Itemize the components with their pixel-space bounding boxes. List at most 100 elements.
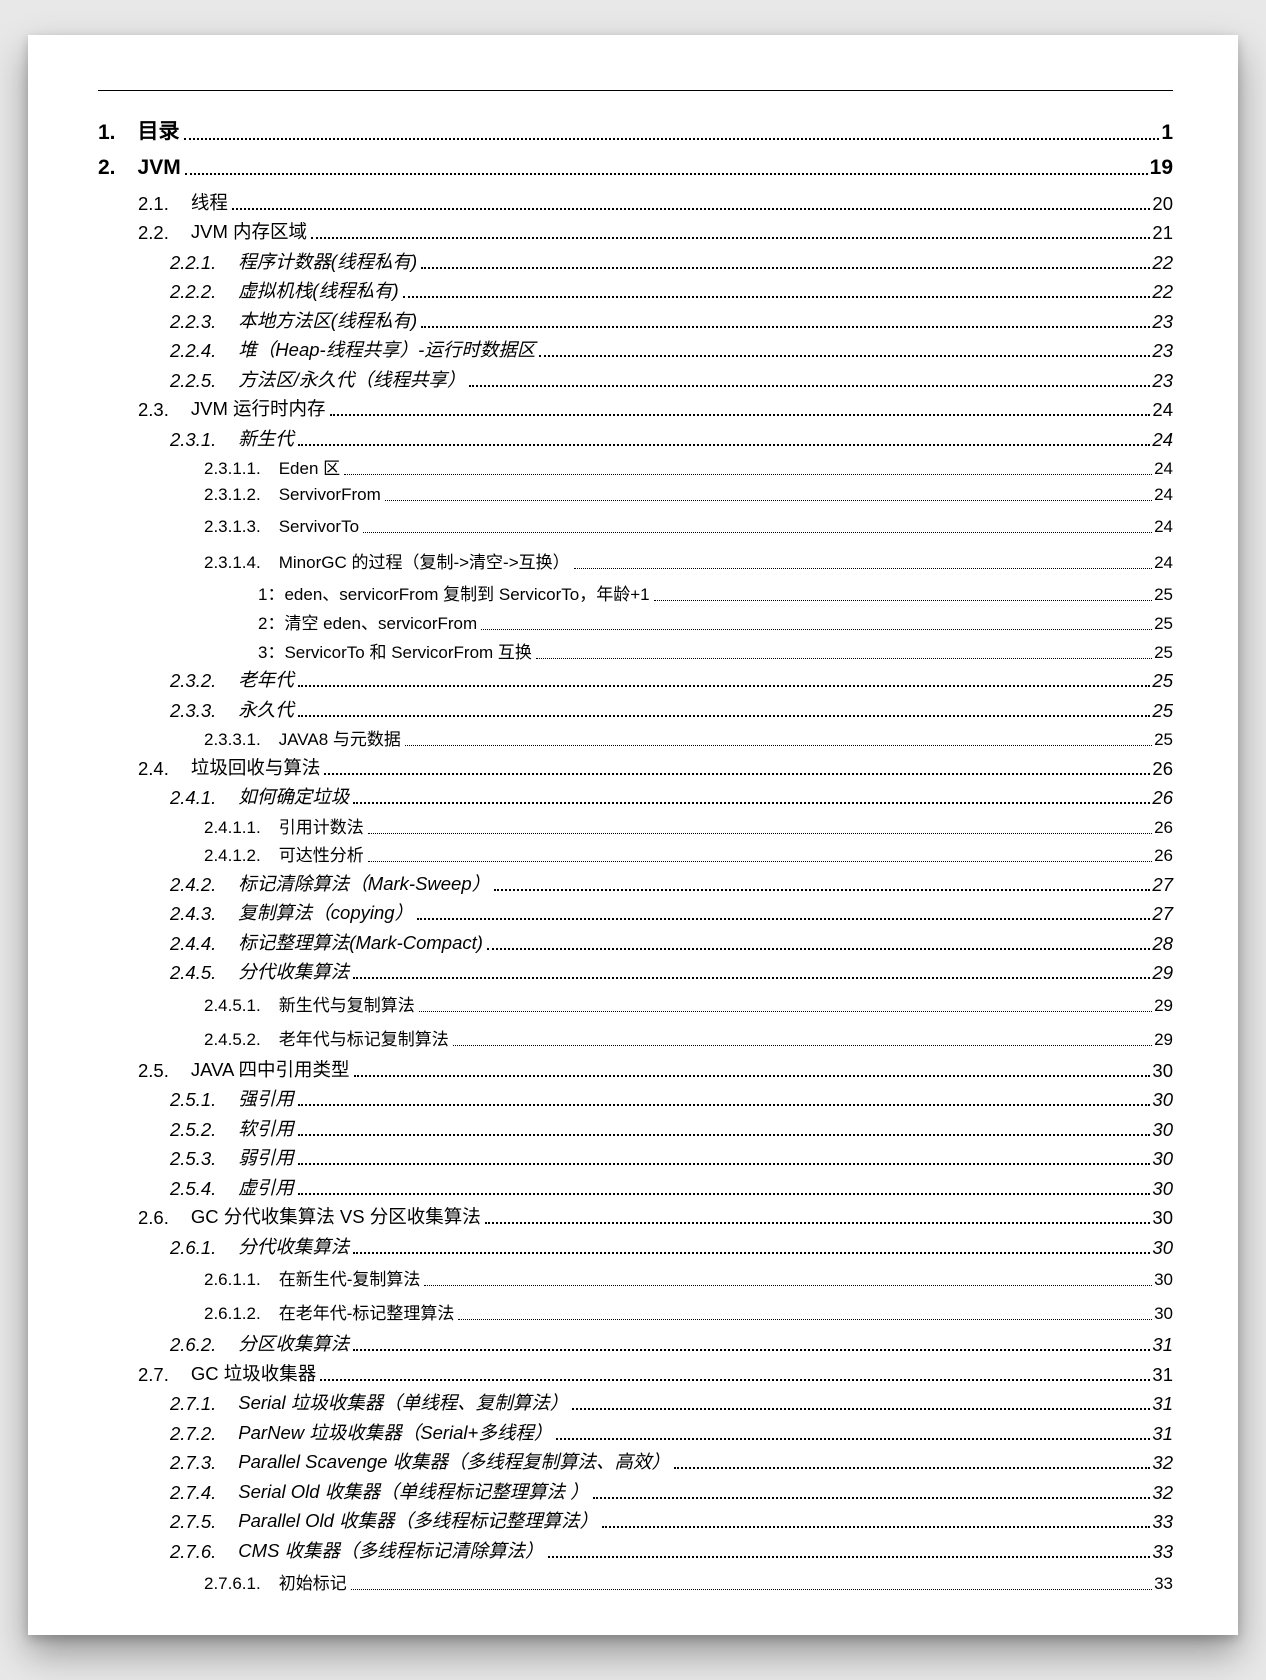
toc-entry-level-3[interactable]: 2.2.3.本地方法区(线程私有)23 (170, 307, 1173, 333)
toc-entry-level-3[interactable]: 2.4.1.如何确定垃圾26 (170, 783, 1173, 809)
toc-entry-title: 可达性分析 (279, 841, 364, 866)
toc-entry-title: 永久代 (238, 696, 294, 722)
toc-entry-level-3[interactable]: 2.3.1.新生代24 (170, 425, 1173, 451)
toc-entry-level-4[interactable]: 2.6.1.2.在老年代-标记整理算法30 (204, 1299, 1173, 1324)
toc-entry-number: 2.5.2. (170, 1119, 216, 1141)
toc-entry-level-3[interactable]: 2.4.5.分代收集算法29 (170, 958, 1173, 984)
toc-entry-level-3[interactable]: 2.7.1.Serial 垃圾收集器（单线程、复制算法）31 (170, 1389, 1173, 1415)
toc-entry-level-3[interactable]: 2.7.3.Parallel Scavenge 收集器（多线程复制算法、高效）3… (170, 1448, 1173, 1474)
toc-entry-page: 29 (1152, 962, 1173, 984)
toc-entry-level-5[interactable]: 1：eden、servicorFrom 复制到 ServicorTo，年龄+12… (258, 580, 1173, 605)
toc-entry-level-2[interactable]: 2.5.JAVA 四中引用类型30 (138, 1056, 1173, 1082)
toc-row: 2.4.1.1.引用计数法26 (98, 811, 1173, 840)
toc-entry-level-2[interactable]: 2.2.JVM 内存区域21 (138, 218, 1173, 244)
toc-entry-number: 2.7.6.1. (204, 1574, 261, 1594)
toc-entry-title: 初始标记 (279, 1569, 347, 1594)
toc-leader-dots (368, 823, 1152, 834)
toc-entry-level-4[interactable]: 2.4.5.2.老年代与标记复制算法29 (204, 1025, 1173, 1050)
toc-entry-level-3[interactable]: 2.2.1.程序计数器(线程私有)22 (170, 248, 1173, 274)
toc-entry-page: 24 (1152, 429, 1173, 451)
toc-entry-number: 2.6.1.1. (204, 1270, 261, 1290)
toc-entry-level-3[interactable]: 2.5.2.软引用30 (170, 1115, 1173, 1141)
document-page: 1.目录1 2.JVM19 2.1.线程20 2.2.JVM 内存区域21 2.2.1.… (28, 35, 1238, 1635)
toc-entry-title: 分代收集算法 (238, 958, 349, 984)
toc-leader-dots (298, 1182, 1151, 1195)
toc-entry-number: 2.4.1.2. (204, 846, 261, 866)
toc-entry-title: Serial 垃圾收集器（单线程、复制算法） (238, 1389, 568, 1415)
toc-entry-level-4[interactable]: 2.7.6.1.初始标记33 (204, 1569, 1173, 1594)
toc-entry-number: 2.2.1. (170, 252, 216, 274)
toc-leader-dots (353, 966, 1150, 979)
toc-entry-level-3[interactable]: 2.7.2.ParNew 垃圾收集器（Serial+多线程）31 (170, 1419, 1173, 1445)
toc-entry-level-4[interactable]: 2.3.1.2.ServivorFrom24 (204, 485, 1173, 505)
toc-entry-level-3[interactable]: 2.2.2.虚拟机栈(线程私有)22 (170, 277, 1173, 303)
toc-entry-level-3[interactable]: 2.5.3.弱引用30 (170, 1144, 1173, 1170)
toc-entry-number: 2.6.1. (170, 1237, 216, 1259)
toc-entry-title: Eden 区 (279, 454, 340, 479)
toc-entry-level-5[interactable]: 3：ServicorTo 和 ServicorFrom 互换25 (258, 638, 1173, 663)
toc-entry-level-2[interactable]: 2.4.垃圾回收与算法26 (138, 754, 1173, 780)
toc-entry-level-4[interactable]: 2.4.1.1.引用计数法26 (204, 813, 1173, 838)
toc-row: 3：ServicorTo 和 ServicorFrom 互换25 (98, 636, 1173, 665)
toc-entry-level-2[interactable]: 2.7.GC 垃圾收集器31 (138, 1360, 1173, 1386)
toc-row: 2.7.1.Serial 垃圾收集器（单线程、复制算法）31 (98, 1388, 1173, 1418)
toc-entry-level-3[interactable]: 2.6.2.分区收集算法31 (170, 1330, 1173, 1356)
toc-entry-level-3[interactable]: 2.4.3.复制算法（copying）27 (170, 899, 1173, 925)
toc-entry-number: 2.3.3.1. (204, 730, 261, 750)
toc-entry-level-2[interactable]: 2.6.GC 分代收集算法 VS 分区收集算法30 (138, 1203, 1173, 1229)
toc-entry-level-4[interactable]: 2.3.1.4.MinorGC 的过程（复制->清空->互换）24 (204, 548, 1173, 573)
toc-entry-page: 21 (1152, 222, 1173, 244)
toc-entry-level-1[interactable]: 2.JVM19 (98, 156, 1173, 180)
toc-row: 2.7.5.Parallel Old 收集器（多线程标记整理算法）33 (98, 1506, 1173, 1536)
toc-entry-page: 33 (1152, 1511, 1173, 1533)
toc-entry-level-3[interactable]: 2.3.3.永久代25 (170, 696, 1173, 722)
toc-entry-title: 强引用 (238, 1085, 294, 1111)
toc-entry-level-3[interactable]: 2.7.4.Serial Old 收集器（单线程标记整理算法 ）32 (170, 1478, 1173, 1504)
toc-entry-level-2[interactable]: 2.1.线程20 (138, 189, 1173, 215)
toc-entry-number: 2.3.1.4. (204, 553, 261, 573)
toc-entry-level-3[interactable]: 2.6.1.分代收集算法30 (170, 1233, 1173, 1259)
toc-row: 2.7.4.Serial Old 收集器（单线程标记整理算法 ）32 (98, 1476, 1173, 1506)
toc-entry-level-3[interactable]: 2.7.6.CMS 收集器（多线程标记清除算法）33 (170, 1537, 1173, 1563)
toc-entry-level-3[interactable]: 2.4.4.标记整理算法(Mark-Compact)28 (170, 929, 1173, 955)
toc-entry-level-4[interactable]: 2.3.1.1.Eden 区24 (204, 454, 1173, 479)
toc-row: 2.2.1.程序计数器(线程私有)22 (98, 246, 1173, 276)
toc-entry-number: 2.7.6. (170, 1541, 216, 1563)
toc-entry-title: 复制算法（copying） (238, 899, 413, 925)
toc-entry-level-3[interactable]: 2.7.5.Parallel Old 收集器（多线程标记整理算法）33 (170, 1507, 1173, 1533)
toc-row: 2.7.6.1.初始标记33 (98, 1565, 1173, 1599)
toc-entry-level-3[interactable]: 2.4.2.标记清除算法（Mark-Sweep）27 (170, 870, 1173, 896)
toc-leader-dots (298, 1152, 1151, 1165)
toc-entry-number: 2.2.2. (170, 281, 216, 303)
toc-row: 2.6.1.2.在老年代-标记整理算法30 (98, 1295, 1173, 1329)
toc-entry-level-4[interactable]: 2.4.5.1.新生代与复制算法29 (204, 991, 1173, 1016)
toc-entry-level-3[interactable]: 2.3.2.老年代25 (170, 666, 1173, 692)
toc-leader-dots (556, 1427, 1150, 1440)
toc-entry-level-3[interactable]: 2.2.5.方法区/永久代（线程共享）23 (170, 366, 1173, 392)
toc-entry-level-4[interactable]: 2.4.1.2.可达性分析26 (204, 841, 1173, 866)
toc-entry-level-4[interactable]: 2.6.1.1.在新生代-复制算法30 (204, 1265, 1173, 1290)
toc-entry-page: 33 (1152, 1541, 1173, 1563)
toc-entry-number: 2.6. (138, 1207, 169, 1229)
toc-entry-level-4[interactable]: 2.3.3.1.JAVA8 与元数据25 (204, 725, 1173, 750)
toc-entry-page: 29 (1154, 1030, 1173, 1050)
toc-leader-dots (330, 403, 1151, 416)
toc-entry-page: 30 (1152, 1060, 1173, 1082)
toc-entry-title: 分区收集算法 (238, 1330, 349, 1356)
toc-entry-level-2[interactable]: 2.3.JVM 运行时内存24 (138, 395, 1173, 421)
toc-entry-title: ParNew 垃圾收集器（Serial+多线程） (238, 1419, 552, 1445)
toc-row: 2.3.1.1.Eden 区24 (98, 453, 1173, 482)
toc-leader-dots (593, 1486, 1151, 1499)
toc-entry-level-3[interactable]: 2.2.4.堆（Heap-线程共享）-运行时数据区23 (170, 336, 1173, 362)
toc-row: 2.4.1.如何确定垃圾26 (98, 782, 1173, 812)
toc-entry-level-5[interactable]: 2：清空 eden、servicorFrom25 (258, 609, 1173, 634)
toc-entry-level-3[interactable]: 2.5.1.强引用30 (170, 1085, 1173, 1111)
toc-entry-level-1[interactable]: 1.目录1 (98, 115, 1173, 145)
toc-entry-title: 弱引用 (238, 1144, 294, 1170)
toc-entry-number: 2.3. (138, 399, 169, 421)
toc-entry-level-3[interactable]: 2.5.4.虚引用30 (170, 1174, 1173, 1200)
toc-entry-page: 30 (1152, 1089, 1173, 1111)
toc-entry-page: 23 (1152, 340, 1173, 362)
toc-entry-level-4[interactable]: 2.3.1.3.ServivorTo24 (204, 517, 1173, 537)
toc-entry-title: Parallel Scavenge 收集器（多线程复制算法、高效） (238, 1448, 670, 1474)
